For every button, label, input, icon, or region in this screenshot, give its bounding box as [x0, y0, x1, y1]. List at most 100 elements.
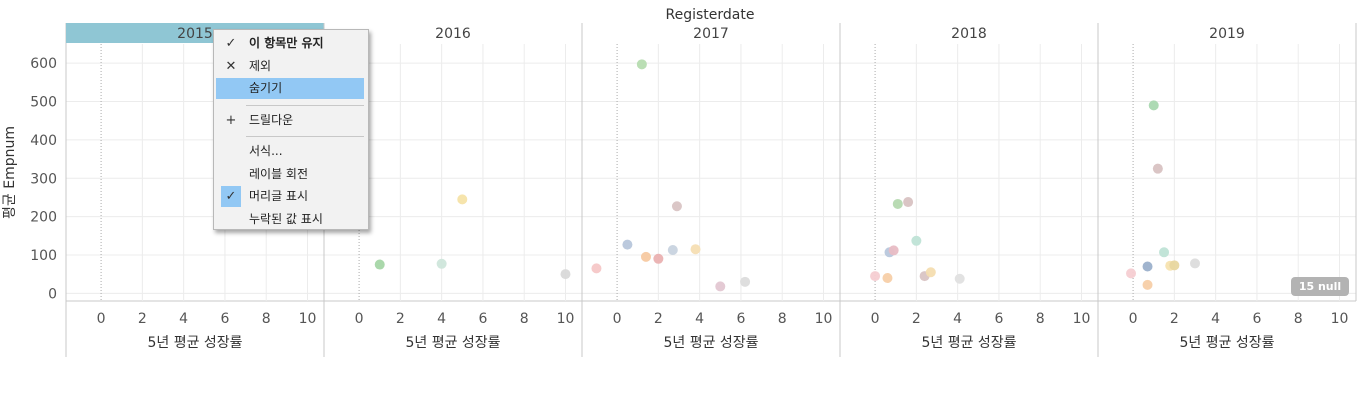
data-point	[715, 281, 726, 292]
x-axis-label: 5년 평균 성장률	[1179, 335, 1274, 351]
menu-item-label: 레이블 회전	[249, 166, 309, 181]
menu-item-1[interactable]: ✓ 이 항목만 유지	[216, 33, 364, 54]
x-tick-label: 10	[557, 311, 575, 327]
menu-item-label: 머리글 표시	[249, 189, 309, 203]
data-point	[690, 244, 701, 255]
x-tick-label: 8	[520, 311, 529, 327]
x-tick-label: 10	[815, 311, 833, 327]
x-axis-label: 5년 평균 성장률	[405, 335, 500, 351]
data-point	[1142, 261, 1153, 272]
menu-separator	[246, 104, 364, 106]
x-tick-label: 4	[179, 311, 188, 327]
plus-icon: +	[225, 112, 237, 128]
x-tick-label: 10	[299, 311, 317, 327]
data-point	[911, 235, 922, 246]
x-tick-label: 2	[654, 311, 663, 327]
x-tick-label: 4	[695, 311, 704, 327]
data-point	[1148, 100, 1159, 111]
x-axis-label: 5년 평균 성장률	[921, 335, 1016, 351]
x-tick-label: 0	[97, 311, 106, 327]
menu-item-5[interactable]: + 드릴다운	[216, 110, 364, 131]
x-tick-label: 4	[953, 311, 962, 327]
menu-item-label: 제외	[249, 58, 272, 73]
menu-item-label: 드릴다운	[249, 112, 294, 127]
panel-header-2018[interactable]: 2018	[951, 26, 987, 42]
data-point	[1152, 163, 1163, 174]
data-point	[892, 198, 903, 209]
data-point	[457, 194, 468, 205]
data-point	[1169, 260, 1180, 271]
data-point	[1126, 268, 1137, 279]
data-point	[436, 258, 447, 269]
data-point	[870, 271, 881, 282]
y-tick-label: 100	[30, 248, 57, 264]
data-point	[640, 251, 651, 262]
data-point	[1190, 258, 1201, 269]
data-point	[591, 263, 602, 274]
x-tick-label: 0	[1129, 311, 1138, 327]
data-point	[667, 244, 678, 255]
data-point	[560, 269, 571, 280]
menu-item-9[interactable]: ✓ 머리글 표시	[216, 186, 364, 207]
data-point	[740, 276, 751, 287]
y-tick-label: 0	[48, 286, 57, 302]
x-tick-label: 8	[778, 311, 787, 327]
y-tick-label: 600	[30, 56, 57, 72]
x-tick-label: 0	[613, 311, 622, 327]
x-tick-label: 4	[437, 311, 446, 327]
data-point	[374, 259, 385, 270]
data-point	[653, 253, 664, 264]
x-tick-label: 2	[1170, 311, 1179, 327]
x-tick-label: 0	[355, 311, 364, 327]
menu-item-2[interactable]: ✕ 제외	[216, 56, 364, 77]
menu-item-label: 누락된 값 표시	[249, 211, 323, 226]
x-axis-label: 5년 평균 성장률	[147, 335, 242, 351]
x-tick-label: 10	[1073, 311, 1091, 327]
x-tick-label: 8	[1294, 311, 1303, 327]
y-tick-label: 400	[30, 133, 57, 149]
check-icon: ✓	[221, 186, 241, 207]
x-tick-label: 10	[1331, 311, 1349, 327]
data-point	[882, 272, 893, 283]
data-point	[636, 59, 647, 70]
y-tick-label: 200	[30, 210, 57, 226]
y-tick-label: 300	[30, 171, 57, 187]
menu-item-label: 이 항목만 유지	[249, 36, 324, 50]
data-point	[954, 273, 965, 284]
check-icon: ✓	[225, 36, 237, 51]
x-tick-label: 6	[220, 311, 229, 327]
panel-header-2016[interactable]: 2016	[435, 26, 471, 42]
data-point	[903, 197, 914, 208]
x-tick-label: 2	[396, 311, 405, 327]
menu-item-7[interactable]: 서식...	[216, 141, 364, 162]
x-tick-label: 6	[736, 311, 745, 327]
y-axis-label: 평균 Empnum	[2, 126, 18, 219]
data-point	[622, 239, 633, 250]
data-point	[888, 245, 899, 256]
x-tick-label: 8	[262, 311, 271, 327]
menu-item-8[interactable]: 레이블 회전	[216, 164, 364, 185]
x-tick-label: 4	[1211, 311, 1220, 327]
chart-title: Registerdate	[666, 7, 755, 23]
panel-header-2017[interactable]: 2017	[693, 26, 729, 42]
panel-header-2019[interactable]: 2019	[1209, 26, 1245, 42]
x-tick-label: 0	[871, 311, 880, 327]
x-tick-label: 2	[138, 311, 147, 327]
menu-item-label: 서식...	[249, 144, 283, 158]
x-tick-label: 2	[912, 311, 921, 327]
menu-separator	[246, 136, 364, 137]
menu-item-10[interactable]: 누락된 값 표시	[216, 209, 364, 230]
data-point	[1142, 279, 1153, 290]
y-tick-label: 500	[30, 95, 57, 111]
data-point	[671, 201, 682, 212]
menu-item-3[interactable]: 숨기기	[216, 78, 364, 99]
data-point	[1159, 247, 1170, 258]
x-tick-label: 6	[1252, 311, 1261, 327]
x-tick-label: 6	[478, 311, 487, 327]
panel-header-2015[interactable]: 2015	[177, 26, 213, 42]
null-indicator[interactable]: 15 null	[1291, 277, 1349, 296]
close-icon: ✕	[225, 58, 237, 74]
menu-item-label: 숨기기	[249, 81, 283, 95]
